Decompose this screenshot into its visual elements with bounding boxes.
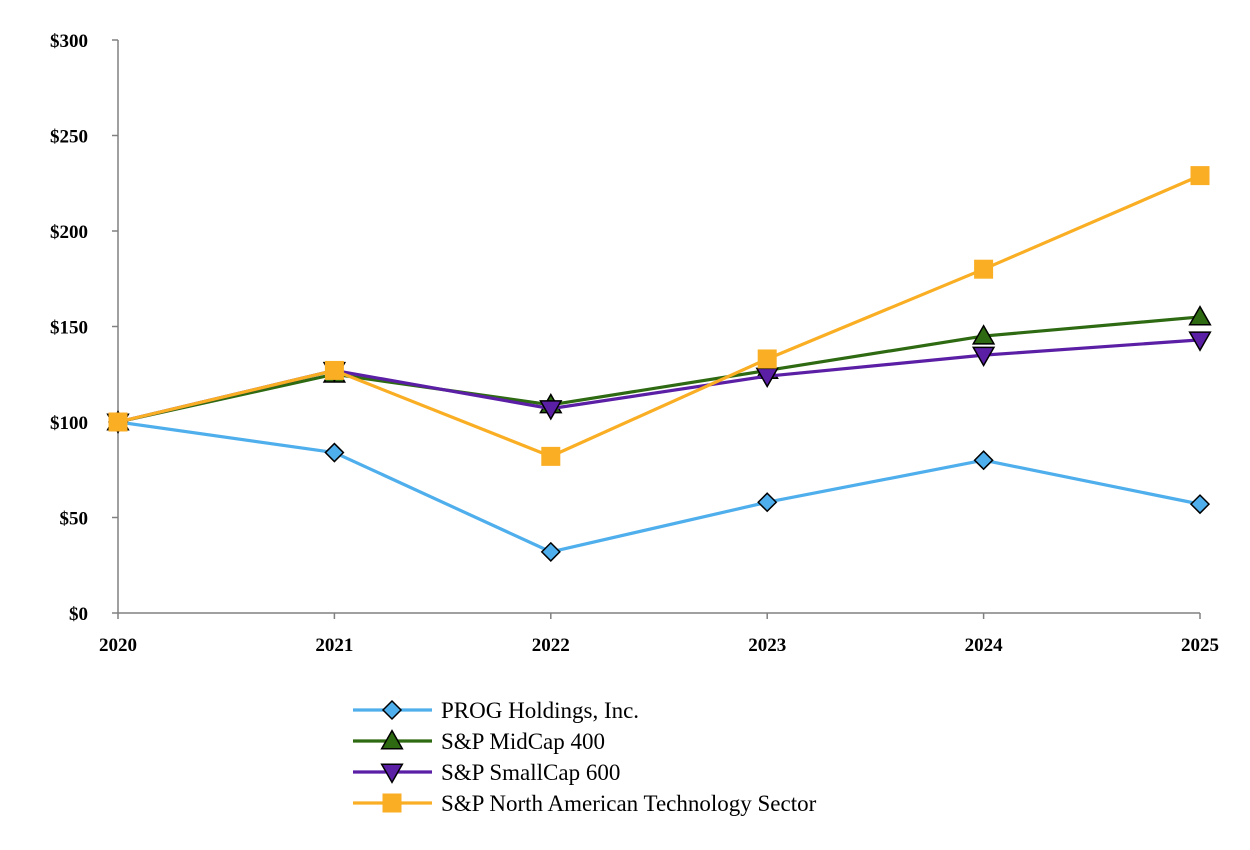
series-line-prog-holdings-inc bbox=[117, 420, 1201, 554]
legend: PROG Holdings, Inc. S&P MidCap 400 S&P Sma… bbox=[353, 698, 817, 816]
y-tick-label: $150 bbox=[50, 318, 88, 339]
legend-marker bbox=[380, 729, 404, 750]
x-tick-label: 2024 bbox=[965, 635, 1004, 656]
data-point-s-p-north-american-technology-sector bbox=[108, 412, 128, 432]
data-point-s-p-north-american-technology-sector bbox=[757, 349, 777, 369]
legend-marker bbox=[381, 699, 403, 721]
y-tick-label: $0 bbox=[69, 604, 88, 625]
data-point-prog-holdings-inc bbox=[324, 442, 345, 463]
y-tick-label: $100 bbox=[50, 413, 88, 434]
legend-label: S&P MidCap 400 bbox=[441, 729, 605, 754]
data-point-prog-holdings-inc bbox=[540, 541, 561, 562]
data-point-prog-holdings-inc bbox=[757, 492, 778, 513]
data-point-s-p-north-american-technology-sector bbox=[974, 259, 994, 279]
x-tick-label: 2023 bbox=[748, 635, 786, 656]
data-point-s-p-smallcap-600 bbox=[1188, 331, 1212, 352]
data-point-s-p-north-american-technology-sector bbox=[324, 360, 344, 380]
data-point-s-p-midcap-400 bbox=[1188, 305, 1212, 326]
series-line-s-p-smallcap-600 bbox=[117, 338, 1201, 424]
legend-entry-prog-holdings-inc: PROG Holdings, Inc. bbox=[353, 698, 639, 723]
series-line-s-p-midcap-400 bbox=[117, 315, 1201, 424]
data-point-s-p-smallcap-600 bbox=[539, 400, 563, 421]
series-s-p-north-american-technology-sector bbox=[108, 166, 1210, 466]
legend-marker bbox=[380, 763, 404, 784]
series-prog-holdings-inc bbox=[107, 411, 1211, 562]
legend-label: PROG Holdings, Inc. bbox=[441, 698, 639, 723]
data-point-prog-holdings-inc bbox=[1189, 494, 1211, 515]
legend-entry-s-p-smallcap-600: S&P SmallCap 600 bbox=[353, 760, 620, 785]
series-layer bbox=[106, 166, 1212, 562]
data-point-s-p-midcap-400 bbox=[971, 324, 996, 345]
legend-label: S&P SmallCap 600 bbox=[441, 760, 620, 785]
legend-entry-s-p-midcap-400: S&P MidCap 400 bbox=[353, 729, 605, 754]
legend-marker bbox=[382, 793, 402, 813]
x-tick-label: 2025 bbox=[1181, 635, 1219, 656]
x-tick-label: 2020 bbox=[99, 635, 137, 656]
y-tick-label: $300 bbox=[50, 31, 88, 52]
data-point-s-p-north-american-technology-sector bbox=[541, 446, 561, 466]
x-tick-label: 2022 bbox=[532, 635, 570, 656]
x-tick-label: 2021 bbox=[315, 635, 353, 656]
data-point-s-p-smallcap-600 bbox=[971, 346, 996, 368]
y-tick-label: $200 bbox=[50, 222, 88, 243]
y-tick-label: $250 bbox=[50, 127, 88, 148]
y-tick-label: $50 bbox=[60, 509, 89, 530]
data-point-prog-holdings-inc bbox=[973, 450, 994, 471]
series-s-p-midcap-400 bbox=[106, 305, 1212, 431]
data-point-s-p-north-american-technology-sector bbox=[1190, 166, 1210, 186]
axes: $0 $50 $100 $150 $200 $250 $300 2020 2021 2022 202… bbox=[50, 31, 1219, 656]
series-s-p-smallcap-600 bbox=[106, 331, 1212, 434]
legend-entry-s-p-north-american-technology-sector: S&P North American Technology Sector bbox=[353, 791, 817, 816]
legend-label: S&P North American Technology Sector bbox=[441, 791, 817, 816]
series-line-s-p-north-american-technology-sector bbox=[117, 174, 1201, 458]
